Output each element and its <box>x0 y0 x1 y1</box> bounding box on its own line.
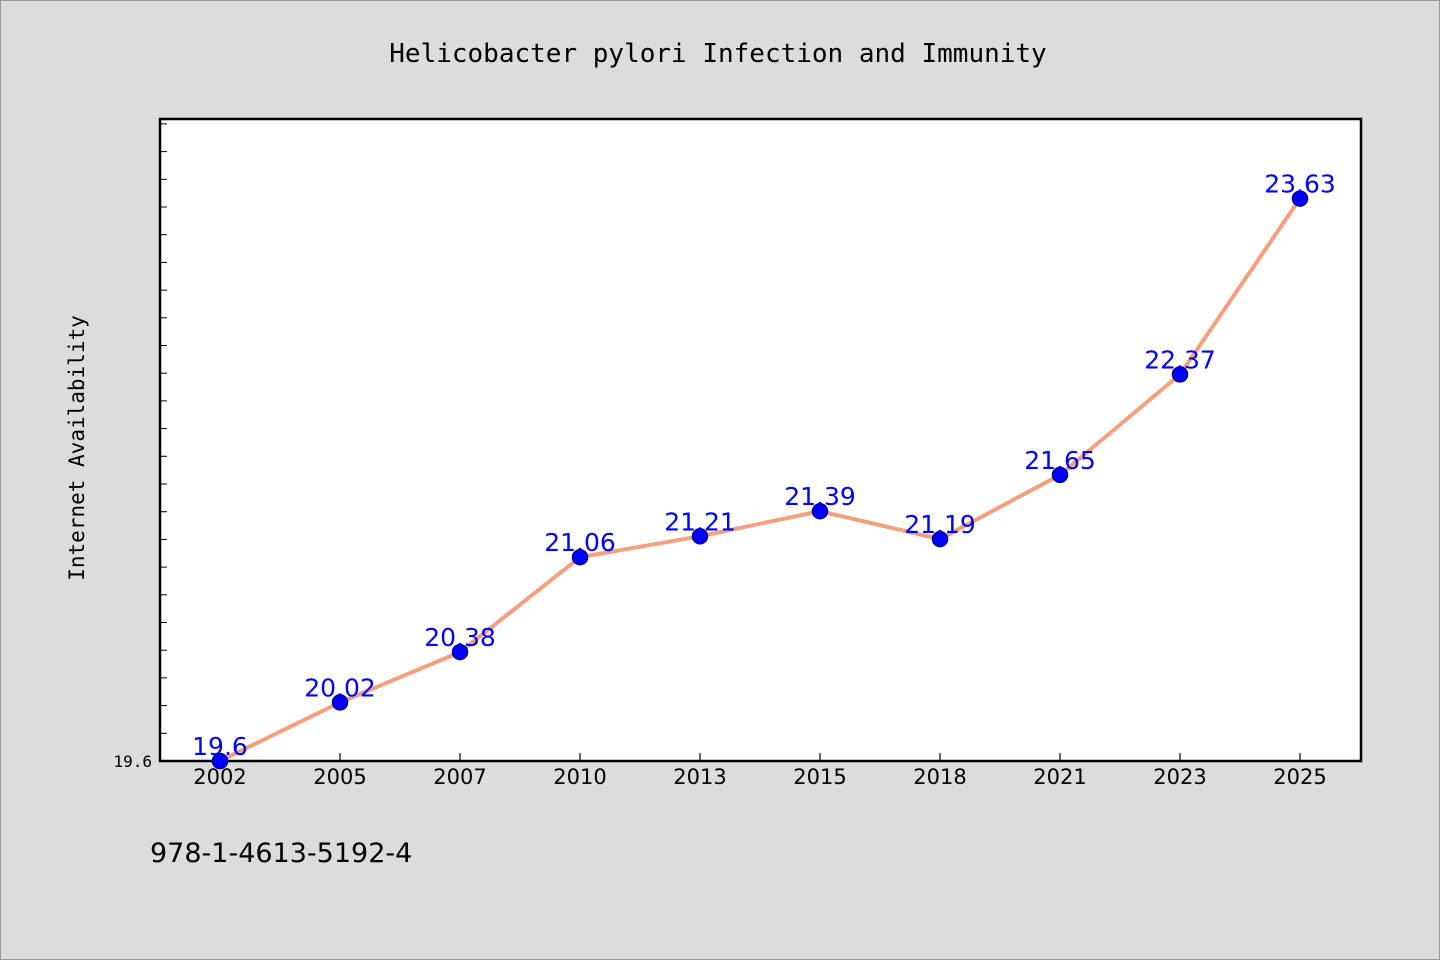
y-axis-tick-labels: 19.6 <box>113 752 152 771</box>
data-label: 22.37 <box>1144 345 1216 374</box>
x-tick-label: 2007 <box>433 765 486 789</box>
series-line <box>218 196 1302 763</box>
data-labels: 19.6 20.02 20.38 21.06 21.21 21.39 21.19 21.65 2… <box>192 170 1336 761</box>
data-label: 20.02 <box>304 673 376 702</box>
x-tick-label: 2023 <box>1153 765 1206 789</box>
data-point <box>1051 466 1069 484</box>
data-label: 21.19 <box>904 510 976 539</box>
x-tick-label: 2025 <box>1273 765 1326 789</box>
x-tick-label: 2021 <box>1033 765 1086 789</box>
x-axis-tick-labels: 2002 2005 2007 2010 2013 2015 2018 2021 2023 2025 <box>193 765 1326 789</box>
data-point <box>331 694 349 711</box>
data-label: 21.65 <box>1024 446 1096 475</box>
data-label: 21.21 <box>664 507 736 536</box>
x-tick-label: 2010 <box>553 765 606 789</box>
data-point <box>211 752 229 770</box>
x-tick-label: 2018 <box>913 765 966 789</box>
data-point <box>451 643 469 661</box>
y-axis-ticks <box>160 123 167 762</box>
data-point <box>571 548 589 566</box>
data-point <box>691 528 709 545</box>
series-markers <box>211 190 1309 770</box>
y-axis-label: Internet Availability <box>65 315 89 581</box>
plot-area <box>158 117 1363 763</box>
x-tick-label: 2005 <box>313 765 366 789</box>
data-point <box>931 530 949 548</box>
x-tick-label: 2013 <box>673 765 726 789</box>
data-label: 23.63 <box>1264 170 1336 199</box>
data-label: 20.38 <box>424 623 496 652</box>
data-label: 21.39 <box>784 482 856 511</box>
data-label: 19.6 <box>192 732 248 761</box>
y-tick-label: 19.6 <box>113 752 152 771</box>
footnote: 978-1-4613-5192-4 <box>150 838 412 869</box>
data-label: 21.06 <box>544 528 616 557</box>
data-point <box>811 502 829 520</box>
x-tick-label: 2015 <box>793 765 846 789</box>
data-point <box>1291 190 1309 207</box>
data-point <box>1171 366 1189 383</box>
chart-title: Helicobacter pylori Infection and Immuni… <box>389 39 1046 69</box>
